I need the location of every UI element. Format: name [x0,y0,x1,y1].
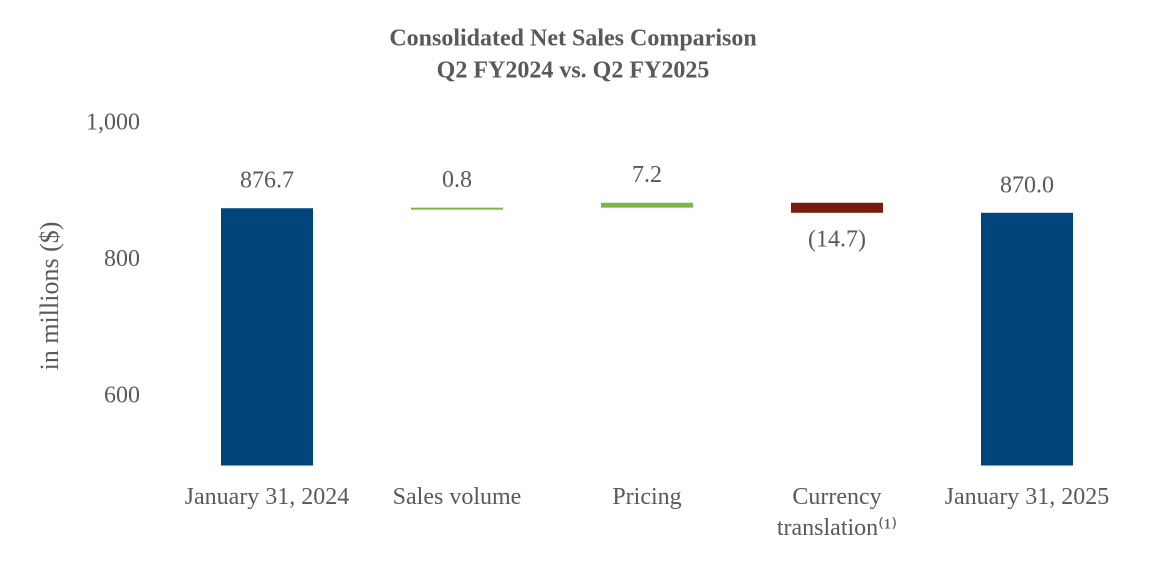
data-label: 876.7 [240,168,294,194]
x-tick-label: January 31, 2025 [944,484,1110,510]
data-label: 7.2 [632,162,662,188]
chart-title: Consolidated Net Sales Comparison [389,26,756,52]
bar [981,212,1073,466]
x-tick-label: January 31, 2024 [184,484,350,510]
bar [601,202,693,208]
data-label: (14.7) [808,226,866,252]
y-tick-label: 800 [104,246,140,272]
bar [221,208,313,466]
x-tick-label: Currency translation⁽¹⁾ [776,484,898,541]
y-tick-label: 600 [104,383,140,409]
y-axis-label: in millions ($) [35,222,64,371]
data-label: 870.0 [1000,172,1054,198]
bar [791,202,883,213]
x-tick-label: Pricing [612,484,682,510]
y-tick-label: 1,000 [86,110,140,136]
x-tick-label: Sales volume [392,484,522,510]
chart-subtitle: Q2 FY2024 vs. Q2 FY2025 [437,58,710,84]
bar [411,207,503,210]
data-label: 0.8 [442,167,472,193]
